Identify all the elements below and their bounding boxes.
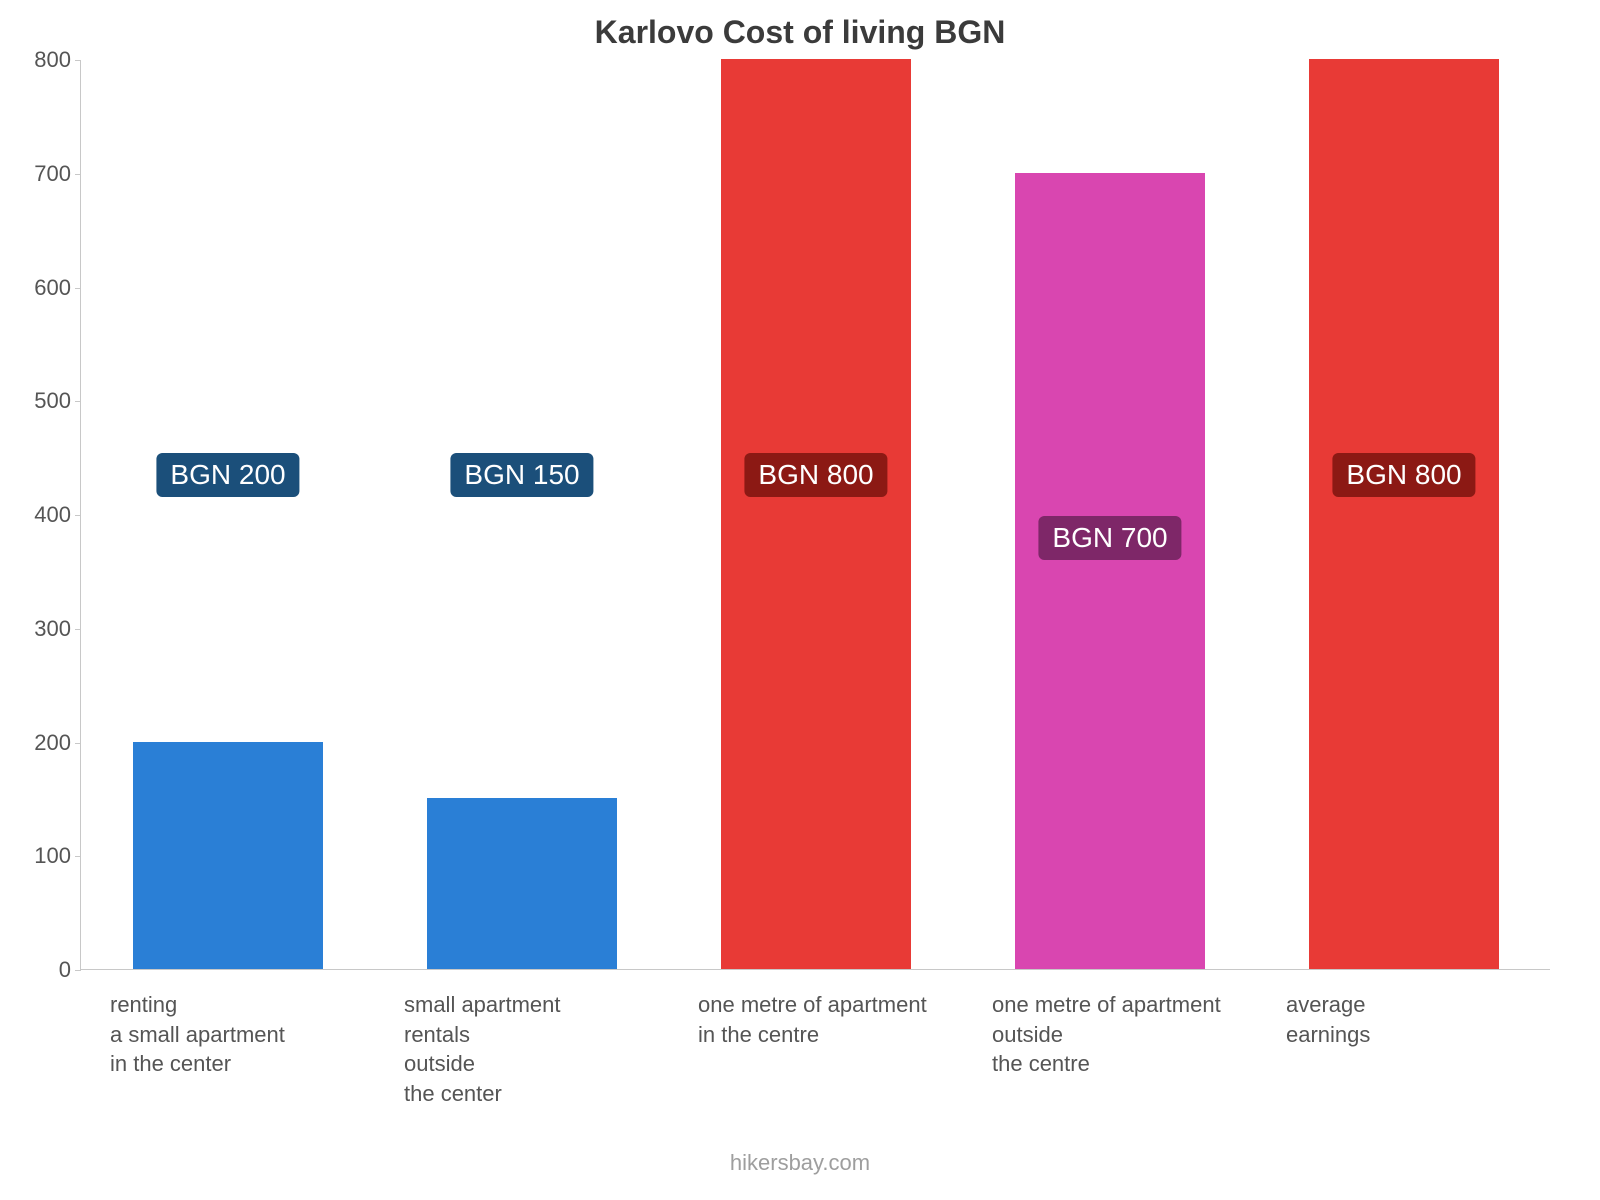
y-axis-tick-mark (75, 174, 81, 175)
y-axis-tick-label: 0 (21, 957, 71, 983)
y-axis-tick-mark (75, 401, 81, 402)
y-axis-tick-mark (75, 515, 81, 516)
x-axis-label-avg_earnings: average earnings (1286, 990, 1370, 1049)
y-axis-tick-label: 700 (21, 161, 71, 187)
y-axis-tick-mark (75, 629, 81, 630)
value-label-rent_outside: BGN 150 (450, 453, 593, 497)
y-axis-tick-label: 200 (21, 730, 71, 756)
y-axis-tick-mark (75, 970, 81, 971)
y-axis-tick-label: 800 (21, 47, 71, 73)
value-label-rent_center: BGN 200 (156, 453, 299, 497)
value-label-avg_earnings: BGN 800 (1332, 453, 1475, 497)
attribution-text: hikersbay.com (0, 1150, 1600, 1176)
x-axis-label-rent_center: renting a small apartment in the center (110, 990, 285, 1079)
y-axis-tick-mark (75, 743, 81, 744)
x-axis-label-rent_outside: small apartment rentals outside the cent… (404, 990, 561, 1109)
x-axis-label-sqm_center: one metre of apartment in the centre (698, 990, 927, 1049)
y-axis-tick-label: 400 (21, 502, 71, 528)
y-axis-tick-label: 500 (21, 388, 71, 414)
chart-title: Karlovo Cost of living BGN (0, 14, 1600, 51)
value-label-sqm_center: BGN 800 (744, 453, 887, 497)
bar-rent_center (133, 742, 323, 970)
plot-area: 0100200300400500600700800BGN 200BGN 150B… (80, 60, 1550, 970)
y-axis-tick-mark (75, 856, 81, 857)
y-axis-tick-label: 100 (21, 843, 71, 869)
y-axis-tick-mark (75, 60, 81, 61)
chart-container: Karlovo Cost of living BGN 0 100 200 300 400… (0, 0, 1600, 1200)
bar-sqm_center (721, 59, 911, 969)
y-axis-tick-label: 300 (21, 616, 71, 642)
x-axis-label-sqm_outside: one metre of apartment outside the centr… (992, 990, 1221, 1079)
y-axis-tick-label: 600 (21, 275, 71, 301)
value-label-sqm_outside: BGN 700 (1038, 516, 1181, 560)
bar-avg_earnings (1309, 59, 1499, 969)
bar-rent_outside (427, 798, 617, 969)
bar-sqm_outside (1015, 173, 1205, 969)
y-axis-tick-mark (75, 288, 81, 289)
